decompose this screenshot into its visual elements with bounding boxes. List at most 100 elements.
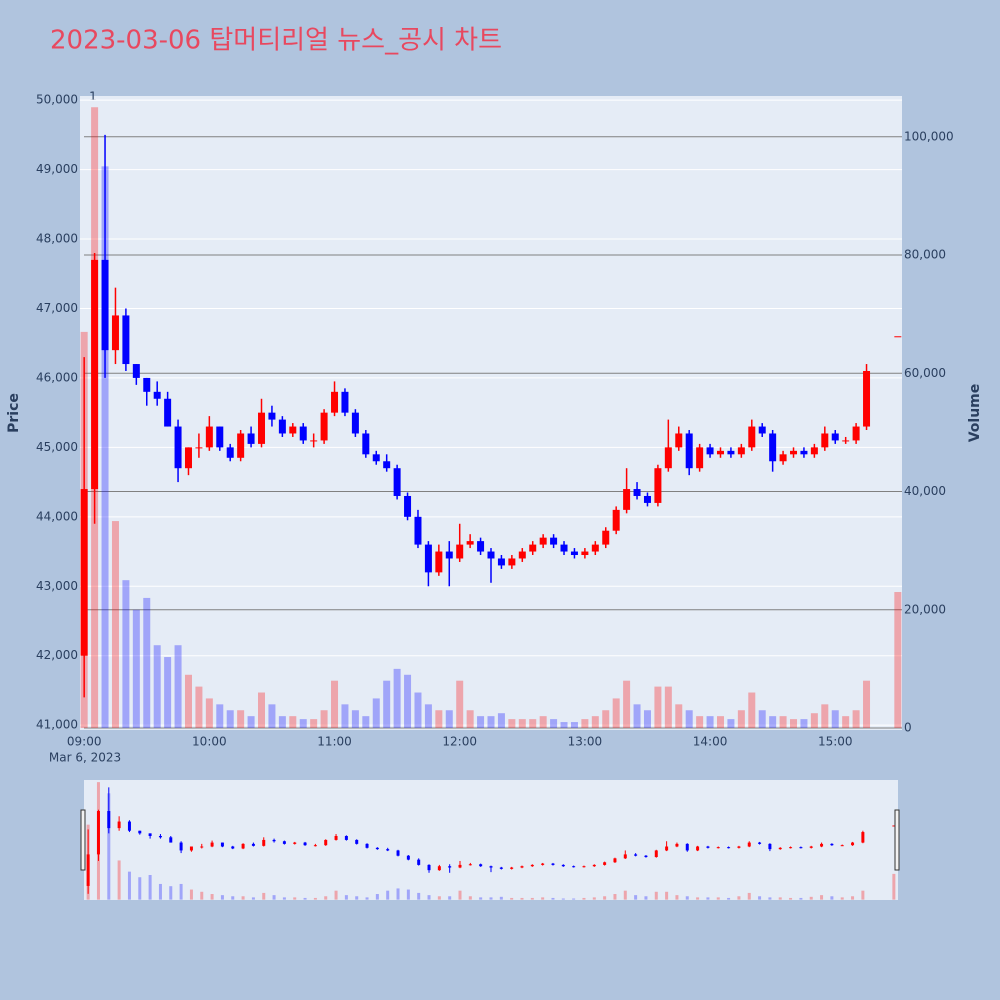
volume-bar [200, 891, 204, 900]
candle-body [365, 843, 369, 848]
candle-body [591, 544, 599, 552]
volume-bar [205, 698, 213, 728]
volume-bar [696, 897, 700, 900]
volume-bar [468, 896, 472, 900]
volume-bar [355, 896, 359, 900]
volume-bar [237, 710, 245, 728]
candle-body [851, 842, 855, 846]
volume-bar [344, 895, 348, 900]
candle-body [351, 412, 359, 434]
candle-body [894, 336, 902, 338]
candle-body [117, 821, 121, 829]
candle-body [520, 866, 524, 868]
candle-body [570, 551, 578, 556]
candle-body [200, 846, 204, 848]
volume-bar [769, 716, 777, 728]
range-handle[interactable] [80, 809, 86, 871]
volume-bar [696, 716, 704, 728]
candle-body [122, 315, 130, 365]
y2-tick-label: 80,000 [904, 248, 946, 262]
volume-bar [789, 897, 793, 900]
range-handle[interactable] [894, 809, 900, 871]
candle-body [779, 454, 787, 462]
candle-body [383, 461, 391, 469]
volume-bar [675, 895, 679, 900]
candle-body [184, 447, 192, 469]
candle-body [840, 845, 844, 847]
volume-bar [272, 895, 276, 900]
x-tick-label: 09:00 [67, 735, 102, 749]
volume-bar [706, 897, 710, 900]
volume-bar [148, 875, 152, 900]
candle-body [258, 412, 266, 444]
volume-bar [831, 710, 839, 728]
candle-body [664, 447, 672, 469]
volume-bar [487, 716, 495, 728]
volume-bar [863, 680, 871, 728]
candle-body [592, 864, 596, 867]
volume-bar [117, 860, 121, 900]
volume-bar [195, 686, 203, 728]
volume-bar [572, 898, 576, 900]
volume-bar [258, 692, 266, 728]
x-tick-label: 15:00 [818, 735, 853, 749]
volume-bar [268, 704, 276, 728]
candle-body [96, 811, 100, 855]
volume-bar [623, 680, 631, 728]
candle-body [654, 850, 658, 858]
plot-area [80, 96, 902, 730]
candle-body [561, 864, 565, 867]
candle-body [437, 866, 441, 871]
candle-body [665, 846, 669, 851]
volume-bar [341, 704, 349, 728]
volume-bar [758, 710, 766, 728]
volume-bar [386, 890, 390, 900]
y-axis-title: Price [6, 393, 22, 433]
volume-bar [247, 716, 255, 728]
volume-bar [437, 896, 441, 900]
volume-bar [644, 896, 648, 900]
volume-bar [189, 889, 193, 900]
volume-bar [894, 592, 902, 728]
volume-bar [810, 713, 818, 728]
volume-bar [169, 886, 173, 900]
volume-bar [458, 890, 462, 900]
candle-body [299, 426, 307, 441]
volume-bar [179, 883, 183, 900]
candle-body [623, 489, 631, 510]
candle-body [205, 426, 213, 448]
candle-body [809, 846, 813, 848]
candle-body [331, 391, 339, 413]
candle-body [268, 412, 276, 420]
candle-body [226, 447, 234, 458]
volume-bar [654, 891, 658, 900]
volume-bar [427, 895, 431, 900]
candle-body [716, 450, 724, 455]
candle-body [341, 391, 349, 413]
candle-body [148, 833, 152, 836]
candle-body [800, 450, 808, 455]
candle-body [830, 843, 834, 846]
candle-body [231, 846, 235, 849]
y-tick-label: 45,000 [36, 440, 78, 454]
volume-bar [518, 719, 526, 728]
candle-body [195, 447, 203, 449]
candle-body [747, 842, 751, 847]
volume-bar [840, 897, 844, 900]
candle-body [706, 846, 710, 848]
candle-body [748, 426, 756, 448]
volume-bar [830, 896, 834, 900]
volume-bar [299, 719, 307, 728]
candle-body [435, 551, 443, 573]
range-slider[interactable] [84, 780, 898, 900]
y2-tick-label: 60,000 [904, 366, 946, 380]
candle-body [334, 835, 338, 840]
volume-bar [592, 897, 596, 900]
candle-body [603, 862, 607, 865]
volume-bar [414, 692, 422, 728]
volume-bar [122, 580, 130, 728]
candle-body [448, 866, 452, 868]
volume-bar [143, 597, 151, 728]
volume-bar [706, 716, 714, 728]
candle-body [143, 377, 151, 392]
